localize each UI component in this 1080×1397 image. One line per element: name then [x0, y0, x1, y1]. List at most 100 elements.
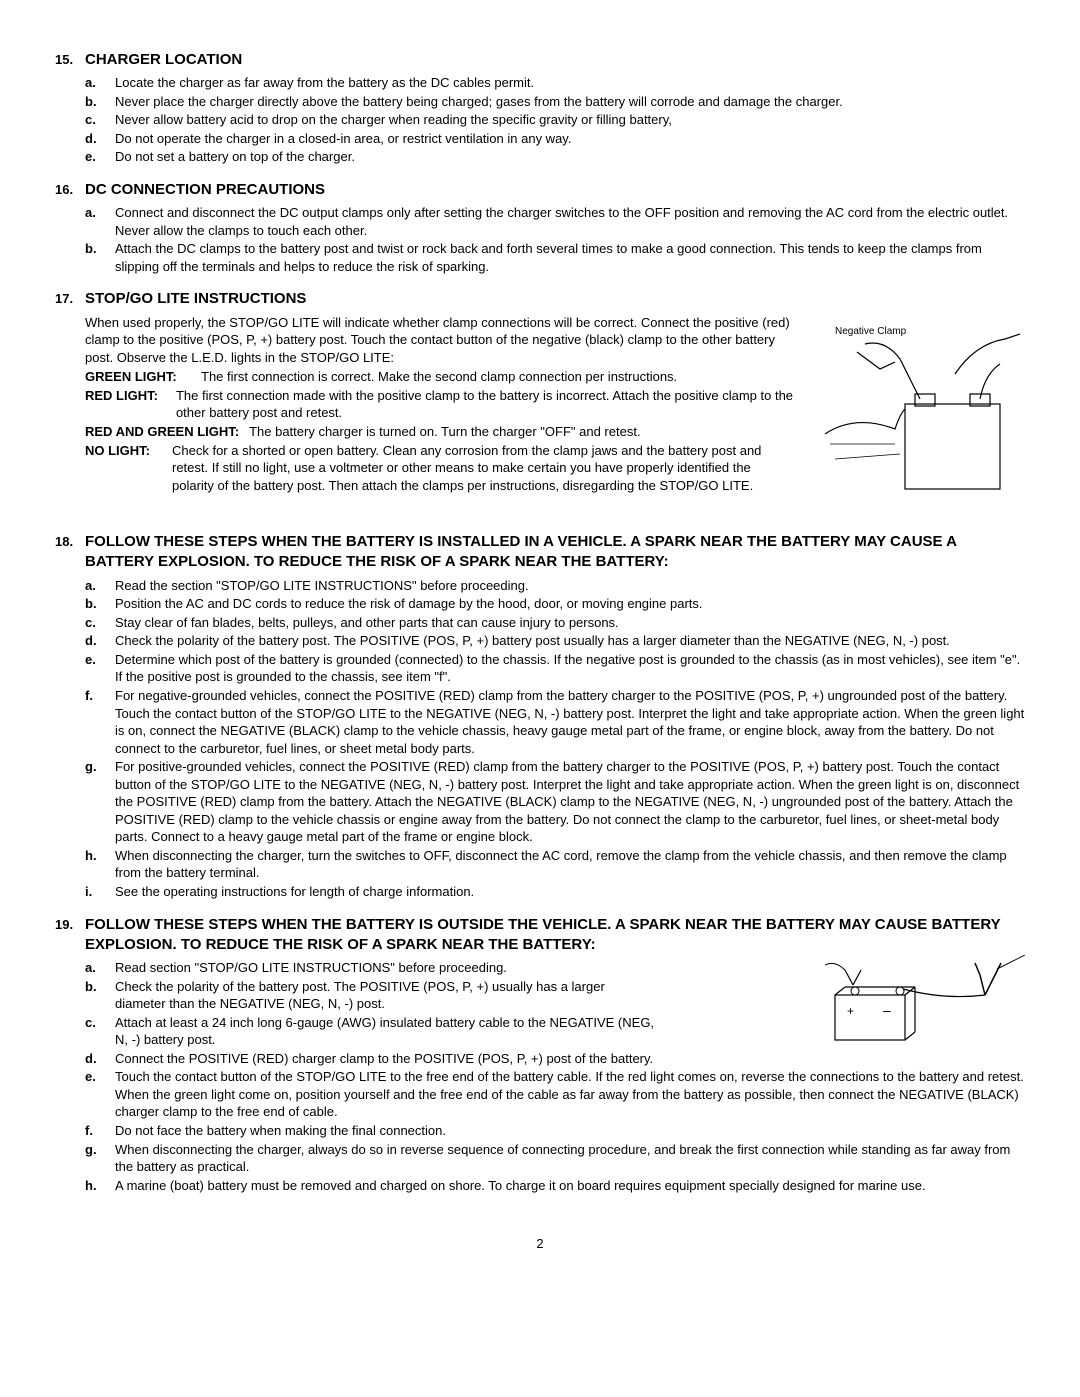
section-title: STOP/GO LITE INSTRUCTIONS: [85, 289, 306, 309]
item-list: a.Locate the charger as far away from th…: [55, 74, 1025, 166]
item-text: For negative-grounded vehicles, connect …: [115, 687, 1025, 757]
battery-external-figure: + –: [825, 955, 1025, 1060]
light-label: GREEN LIGHT:: [85, 368, 195, 386]
item-text: Attach the DC clamps to the battery post…: [115, 240, 1025, 275]
section-number: 18.: [55, 533, 85, 551]
item-list: a.Connect and disconnect the DC output c…: [55, 204, 1025, 275]
item-letter: a.: [85, 959, 115, 977]
item-text: Never allow battery acid to drop on the …: [115, 111, 1025, 129]
list-item: a.Read the section "STOP/GO LITE INSTRUC…: [85, 577, 1025, 595]
light-row: RED LIGHT: The first connection made wit…: [55, 387, 795, 422]
item-text: Position the AC and DC cords to reduce t…: [115, 595, 1025, 613]
list-item: g.When disconnecting the charger, always…: [85, 1141, 1025, 1176]
item-letter: a.: [85, 577, 115, 595]
item-letter: b.: [85, 93, 115, 111]
figure-label: Negative Clamp: [835, 326, 907, 337]
item-letter: d.: [85, 632, 115, 650]
light-label: RED LIGHT:: [85, 387, 158, 422]
list-item: d.Do not operate the charger in a closed…: [85, 130, 1025, 148]
list-item: c.Never allow battery acid to drop on th…: [85, 111, 1025, 129]
item-text: When disconnecting the charger, turn the…: [115, 847, 1025, 882]
battery-clamp-figure: Negative Clamp: [805, 314, 1025, 519]
item-letter: g.: [85, 1141, 115, 1176]
svg-text:+: +: [847, 1004, 854, 1018]
section-battery-outside-vehicle: 19. FOLLOW THESE STEPS WHEN THE BATTERY …: [55, 915, 1025, 1196]
item-text: Determine which post of the battery is g…: [115, 651, 1025, 686]
item-text: Connect and disconnect the DC output cla…: [115, 204, 1025, 239]
item-letter: b.: [85, 240, 115, 275]
item-text: See the operating instructions for lengt…: [115, 883, 1025, 901]
list-item: i.See the operating instructions for len…: [85, 883, 1025, 901]
section-header: 17. STOP/GO LITE INSTRUCTIONS: [55, 289, 1025, 309]
item-list: a.Read the section "STOP/GO LITE INSTRUC…: [55, 577, 1025, 901]
item-letter: e.: [85, 651, 115, 686]
list-item: c.Stay clear of fan blades, belts, pulle…: [85, 614, 1025, 632]
list-item: h.When disconnecting the charger, turn t…: [85, 847, 1025, 882]
svg-text:–: –: [883, 1002, 891, 1018]
light-label: NO LIGHT:: [85, 442, 150, 495]
list-item: e.Do not set a battery on top of the cha…: [85, 148, 1025, 166]
light-text: The battery charger is turned on. Turn t…: [249, 423, 795, 441]
item-letter: i.: [85, 883, 115, 901]
section-number: 15.: [55, 51, 85, 69]
section-number: 16.: [55, 181, 85, 199]
section-charger-location: 15. CHARGER LOCATION a.Locate the charge…: [55, 50, 1025, 166]
list-item: e.Touch the contact button of the STOP/G…: [85, 1068, 1025, 1121]
list-item: b.Attach the DC clamps to the battery po…: [85, 240, 1025, 275]
item-text: Stay clear of fan blades, belts, pulleys…: [115, 614, 1025, 632]
item-letter: f.: [85, 687, 115, 757]
item-text: Never place the charger directly above t…: [115, 93, 1025, 111]
item-letter: h.: [85, 1177, 115, 1195]
list-item: a.Read section "STOP/GO LITE INSTRUCTION…: [85, 959, 815, 977]
list-item: d.Check the polarity of the battery post…: [85, 632, 1025, 650]
item-text: Touch the contact button of the STOP/GO …: [115, 1068, 1025, 1121]
list-item: h.A marine (boat) battery must be remove…: [85, 1177, 1025, 1195]
section-header: 16. DC CONNECTION PRECAUTIONS: [55, 180, 1025, 200]
item-letter: e.: [85, 1068, 115, 1121]
item-text: Read section "STOP/GO LITE INSTRUCTIONS"…: [115, 959, 815, 977]
item-text: For positive-grounded vehicles, connect …: [115, 758, 1025, 846]
item-text: Check the polarity of the battery post. …: [115, 632, 1025, 650]
section-battery-in-vehicle: 18. FOLLOW THESE STEPS WHEN THE BATTERY …: [55, 532, 1025, 900]
list-item: b.Position the AC and DC cords to reduce…: [85, 595, 1025, 613]
item-text: Check the polarity of the battery post. …: [115, 978, 655, 1013]
list-item: b.Check the polarity of the battery post…: [85, 978, 815, 1013]
list-item: f.Do not face the battery when making th…: [85, 1122, 1025, 1140]
light-row: RED AND GREEN LIGHT: The battery charger…: [55, 423, 795, 441]
item-letter: a.: [85, 204, 115, 239]
section-title: CHARGER LOCATION: [85, 50, 242, 70]
section-number: 17.: [55, 290, 85, 308]
list-item: a.Connect and disconnect the DC output c…: [85, 204, 1025, 239]
item-letter: d.: [85, 1050, 115, 1068]
list-item: b.Never place the charger directly above…: [85, 93, 1025, 111]
section-header: 15. CHARGER LOCATION: [55, 50, 1025, 70]
section-number: 19.: [55, 916, 85, 934]
item-text: Do not set a battery on top of the charg…: [115, 148, 1025, 166]
item-text: Read the section "STOP/GO LITE INSTRUCTI…: [115, 577, 1025, 595]
item-letter: d.: [85, 130, 115, 148]
section-title: DC CONNECTION PRECAUTIONS: [85, 180, 325, 200]
section-header: 19. FOLLOW THESE STEPS WHEN THE BATTERY …: [55, 915, 1025, 956]
item-letter: c.: [85, 1014, 115, 1049]
list-item: a.Locate the charger as far away from th…: [85, 74, 1025, 92]
list-item: d.Connect the POSITIVE (RED) charger cla…: [85, 1050, 815, 1068]
list-item: f.For negative-grounded vehicles, connec…: [85, 687, 1025, 757]
item-letter: b.: [85, 595, 115, 613]
item-letter: g.: [85, 758, 115, 846]
light-row: GREEN LIGHT: The first connection is cor…: [55, 368, 795, 386]
section-dc-precautions: 16. DC CONNECTION PRECAUTIONS a.Connect …: [55, 180, 1025, 275]
item-letter: c.: [85, 614, 115, 632]
item-text: When disconnecting the charger, always d…: [115, 1141, 1025, 1176]
light-text: The first connection is correct. Make th…: [201, 368, 795, 386]
section-header: 18. FOLLOW THESE STEPS WHEN THE BATTERY …: [55, 532, 1025, 573]
item-letter: c.: [85, 111, 115, 129]
light-label: RED AND GREEN LIGHT:: [85, 423, 239, 441]
item-text: Attach at least a 24 inch long 6-gauge (…: [115, 1014, 655, 1049]
item-text: A marine (boat) battery must be removed …: [115, 1177, 1025, 1195]
item-text: Connect the POSITIVE (RED) charger clamp…: [115, 1050, 815, 1068]
item-letter: b.: [85, 978, 115, 1013]
item-letter: e.: [85, 148, 115, 166]
section-title: FOLLOW THESE STEPS WHEN THE BATTERY IS I…: [85, 532, 1025, 573]
section-title: FOLLOW THESE STEPS WHEN THE BATTERY IS O…: [85, 915, 1025, 956]
item-text: Locate the charger as far away from the …: [115, 74, 1025, 92]
